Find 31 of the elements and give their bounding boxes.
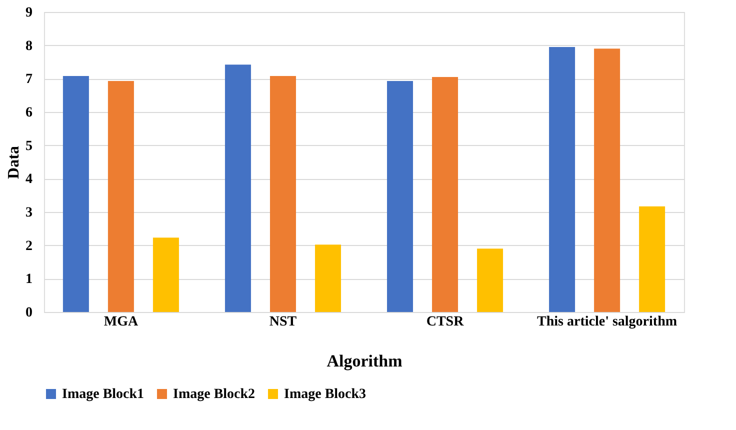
bar [639,206,666,312]
x-axis-title: Algorithm [326,352,402,370]
y-tick-label: 2 [26,238,32,254]
bar [549,47,576,312]
y-axis-title: Data [6,146,22,179]
bar [224,64,251,312]
x-tick-label: This article' salgorithm [537,314,678,330]
x-tick-label: MGA [104,314,139,330]
bar [314,244,341,312]
y-tick-label: 0 [26,306,32,320]
x-tick-label: CTSR [426,314,465,330]
x-tick-label: NST [269,314,298,330]
bar [387,81,414,312]
bar [108,81,134,312]
y-tick-label: 4 [26,172,32,188]
bar [152,238,179,312]
legend-label: Image Block1 [62,387,144,402]
legend-label: Image Block2 [173,387,256,402]
y-tick-label: 8 [26,38,32,54]
y-tick-label: 6 [26,106,32,120]
bar [594,48,620,312]
bar [477,248,504,312]
y-tick-label: 9 [26,6,32,20]
y-tick-label: 1 [26,272,32,288]
bar [432,77,458,312]
bar [270,76,296,312]
legend-label: Image Block3 [284,387,366,402]
y-tick-label: 7 [26,72,32,88]
y-tick-label: 3 [26,206,32,220]
bar [62,76,89,312]
y-tick-label: 5 [26,138,32,154]
